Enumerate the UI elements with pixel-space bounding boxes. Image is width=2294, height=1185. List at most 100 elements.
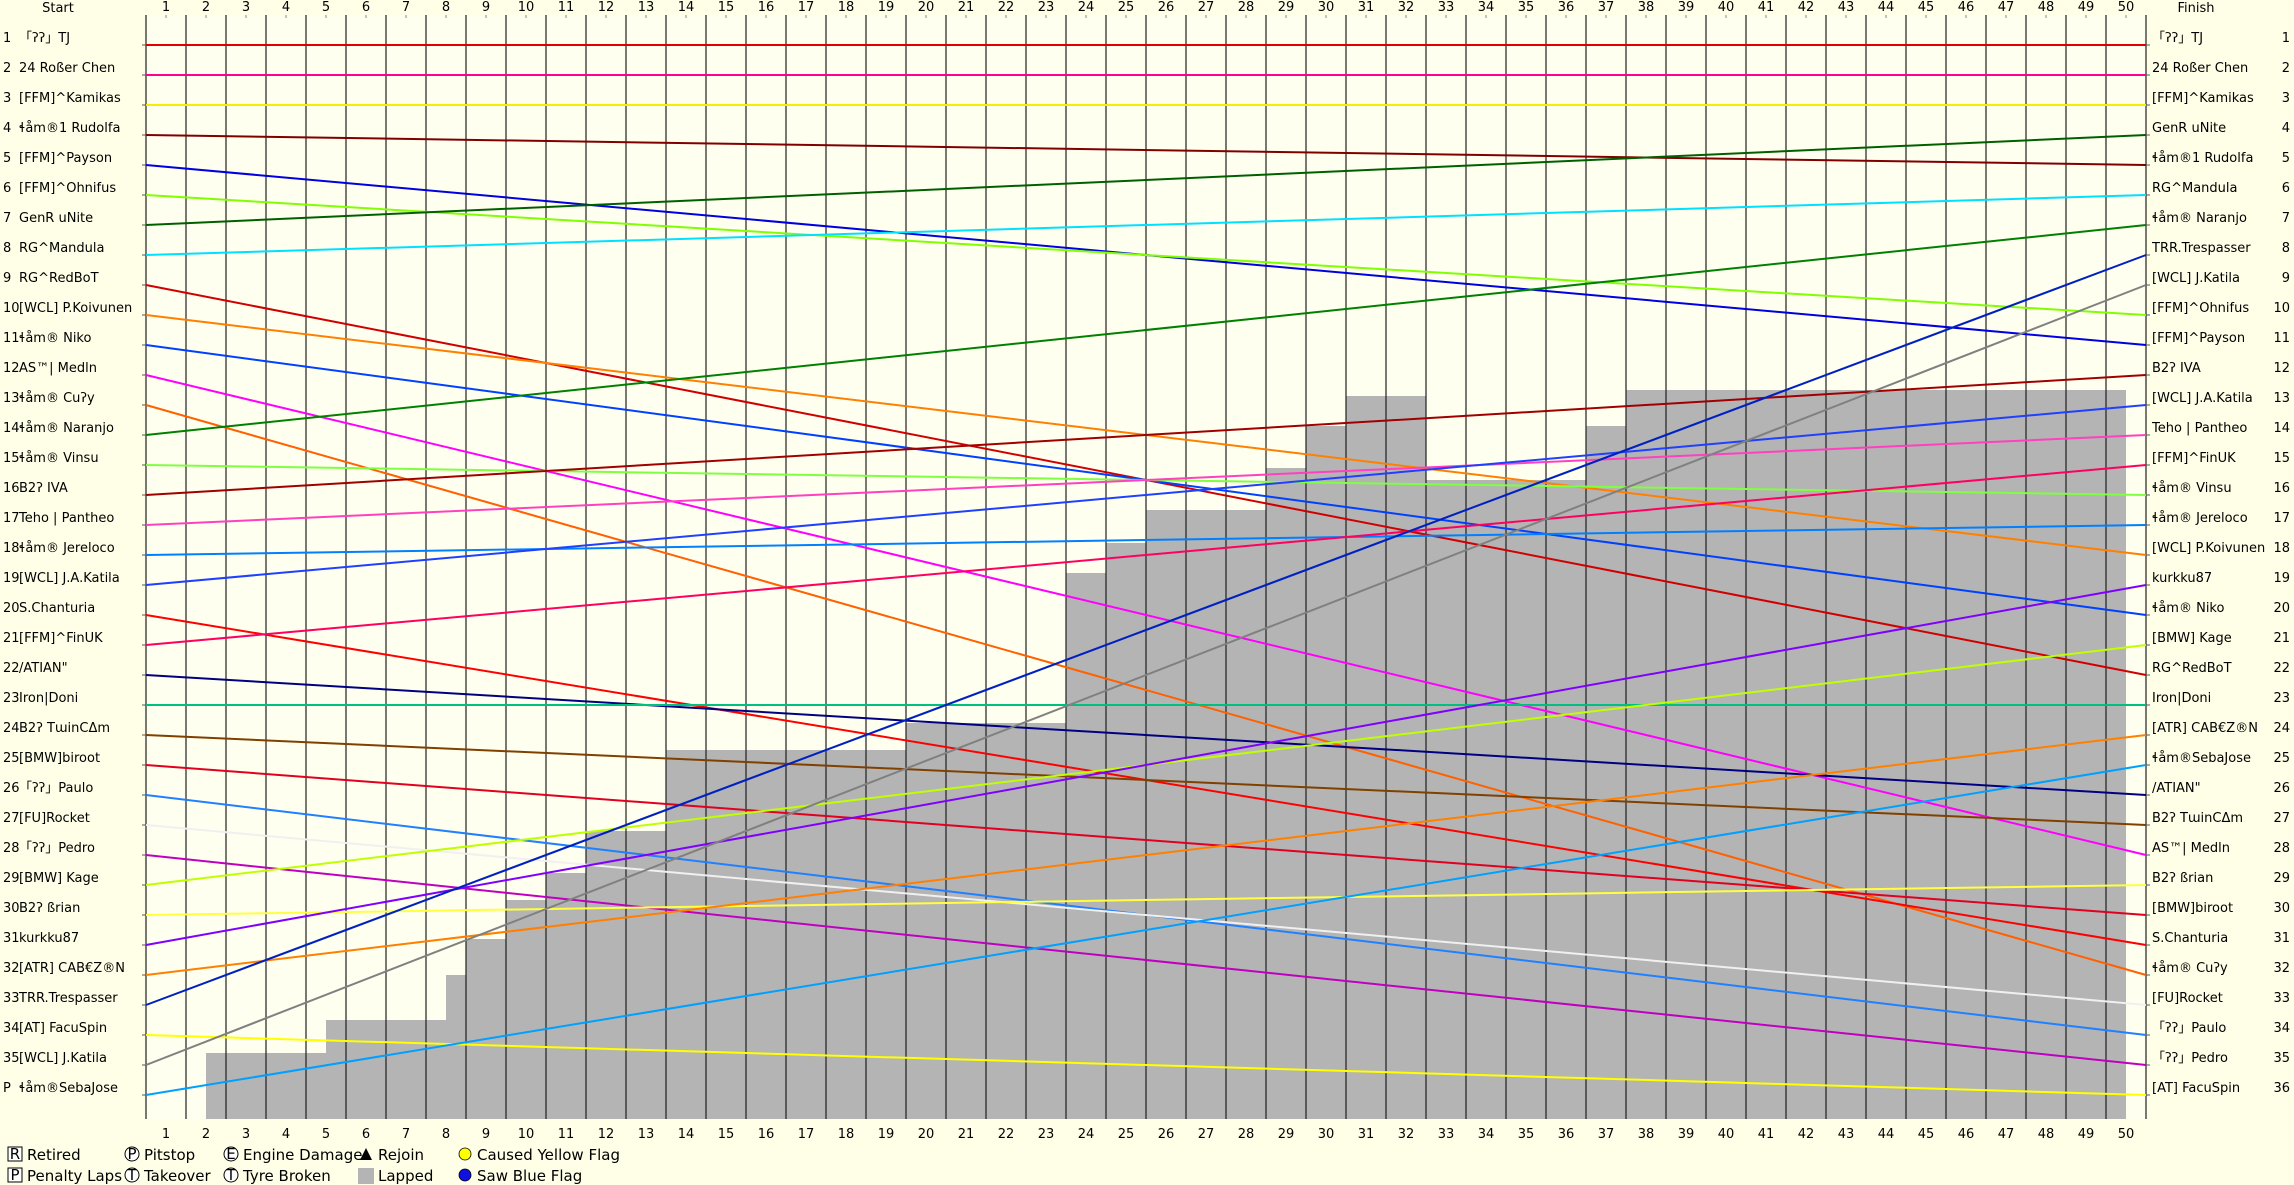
x-tick-label: 11 <box>558 1127 575 1142</box>
x-tick-label: 3 <box>242 0 250 15</box>
start-label: [WCL] J.Katila <box>19 1051 107 1066</box>
finish-label: ɬåm® Naranjo <box>2152 211 2247 226</box>
x-tick-label: 18 <box>838 0 855 15</box>
start-label: kurkku87 <box>19 931 79 946</box>
legend-icon <box>358 1168 374 1184</box>
x-tick-label: 42 <box>1798 1127 1815 1142</box>
x-tick-label: 8 <box>442 0 450 15</box>
x-tick-label: 4 <box>282 0 290 15</box>
finish-label: 「ʔʔ」TJ <box>2152 31 2203 46</box>
y2-tick-label: 29 <box>2273 871 2290 886</box>
finish-label: Iron|Doni <box>2152 691 2211 706</box>
y2-tick-label: 9 <box>2282 271 2290 286</box>
x-tick-label: 15 <box>718 0 735 15</box>
y-tick-label: 30 <box>3 901 20 916</box>
legend-icon-text: P <box>10 1166 19 1184</box>
y-tick-label: 31 <box>3 931 20 946</box>
finish-label: [BMW] Kage <box>2152 631 2232 646</box>
start-label: ɬåm® Niko <box>19 331 91 346</box>
y-tick-label: P <box>3 1081 11 1096</box>
x-tick-label: 45 <box>1918 1127 1935 1142</box>
finish-label: GenR uNite <box>2152 121 2226 136</box>
y2-tick-label: 22 <box>2273 661 2290 676</box>
finish-label: 24 Roßer Chen <box>2152 61 2248 76</box>
x-tick-label: 48 <box>2038 1127 2055 1142</box>
position-line <box>145 194 2147 256</box>
y-tick-label: 1 <box>3 31 11 46</box>
legend-icon-text: T <box>225 1166 236 1184</box>
x-tick-label: 4 <box>282 1127 290 1142</box>
x-tick-label: 33 <box>1438 1127 1455 1142</box>
x-tick-label: 6 <box>362 1127 370 1142</box>
x-tick-label: 13 <box>638 1127 655 1142</box>
y2-tick-label: 6 <box>2282 181 2290 196</box>
x-tick-label: 10 <box>518 1127 535 1142</box>
y2-tick-label: 32 <box>2273 961 2290 976</box>
position-line <box>145 284 2147 1066</box>
y-tick-label: 18 <box>3 541 20 556</box>
y-tick-label: 2 <box>3 61 11 76</box>
x-tick-label: 7 <box>402 1127 410 1142</box>
legend-label: Saw Blue Flag <box>477 1167 582 1185</box>
y2-tick-label: 10 <box>2273 301 2290 316</box>
finish-label: 「ʔʔ」Pedro <box>2152 1051 2228 1066</box>
x-tick-label: 16 <box>758 1127 775 1142</box>
start-label: [BMW]biroot <box>19 751 100 766</box>
start-label: ɬåm® Jereloco <box>19 541 115 556</box>
x-tick-label: 21 <box>958 1127 975 1142</box>
y2-tick-label: 26 <box>2273 781 2290 796</box>
y2-tick-label: 25 <box>2273 751 2290 766</box>
start-label: Teho | Pantheo <box>18 511 114 526</box>
y2-tick-label: 34 <box>2273 1021 2290 1036</box>
x-tick-label: 41 <box>1758 0 1775 15</box>
y2-tick-label: 12 <box>2273 361 2290 376</box>
y-tick-label: 20 <box>3 601 20 616</box>
x-tick-label: 24 <box>1078 1127 1095 1142</box>
finish-label: RG^Mandula <box>2152 181 2238 196</box>
y-tick-label: 14 <box>3 421 20 436</box>
finish-label: [FFM]^Ohnifus <box>2152 301 2249 316</box>
y2-tick-label: 7 <box>2282 211 2290 226</box>
x-tick-label: 9 <box>482 0 490 15</box>
y2-tick-label: 1 <box>2282 31 2290 46</box>
start-label: [ATR] CAB€Z®N <box>19 961 125 976</box>
position-line <box>145 824 2147 1006</box>
legend-label: Takeover <box>143 1167 212 1185</box>
finish-label: B2ʔ IVA <box>2152 361 2201 376</box>
finish-label: S.Chanturia <box>2152 931 2228 946</box>
y2-tick-label: 35 <box>2273 1051 2290 1066</box>
finish-label: [FFM]^Kamikas <box>2152 91 2254 106</box>
x-tick-label: 49 <box>2078 0 2095 15</box>
x-tick-label: 50 <box>2118 0 2135 15</box>
position-line <box>145 764 2147 1096</box>
x-tick-label: 17 <box>798 1127 815 1142</box>
finish-label: ɬåm® Vinsu <box>2152 481 2232 496</box>
finish-title: Finish <box>2177 1 2214 16</box>
finish-label: ɬåm®1 Rudolfa <box>2152 151 2253 166</box>
y-tick-label: 3 <box>3 91 11 106</box>
legend-icon-text: T <box>126 1166 137 1184</box>
x-tick-label: 38 <box>1638 1127 1655 1142</box>
start-label: 「ʔʔ」Pedro <box>19 841 95 856</box>
start-label: RG^RedBoT <box>19 271 99 286</box>
x-tick-label: 24 <box>1078 0 1095 15</box>
legend-icon-text: P <box>127 1145 136 1163</box>
start-label: [BMW] Kage <box>19 871 99 886</box>
x-tick-label: 34 <box>1478 0 1495 15</box>
x-tick-label: 28 <box>1238 1127 1255 1142</box>
x-tick-label: 9 <box>482 1127 490 1142</box>
start-label: [FFM]^Kamikas <box>19 91 121 106</box>
y-tick-label: 32 <box>3 961 20 976</box>
y2-tick-label: 13 <box>2273 391 2290 406</box>
legend: R Retired P Penalty Laps P Pitstop T Takeover E E… <box>7 1145 620 1185</box>
y-tick-label: 34 <box>3 1021 20 1036</box>
y-tick-label: 10 <box>3 301 20 316</box>
x-tick-label: 32 <box>1398 0 1415 15</box>
start-label: [WCL] P.Koivunen <box>19 301 132 316</box>
legend-label: Engine Damage <box>243 1146 362 1164</box>
x-tick-label: 13 <box>638 0 655 15</box>
x-tick-label: 44 <box>1878 0 1895 15</box>
start-label: ɬåm®SebaJose <box>19 1081 118 1096</box>
x-tick-label: 36 <box>1558 0 1575 15</box>
